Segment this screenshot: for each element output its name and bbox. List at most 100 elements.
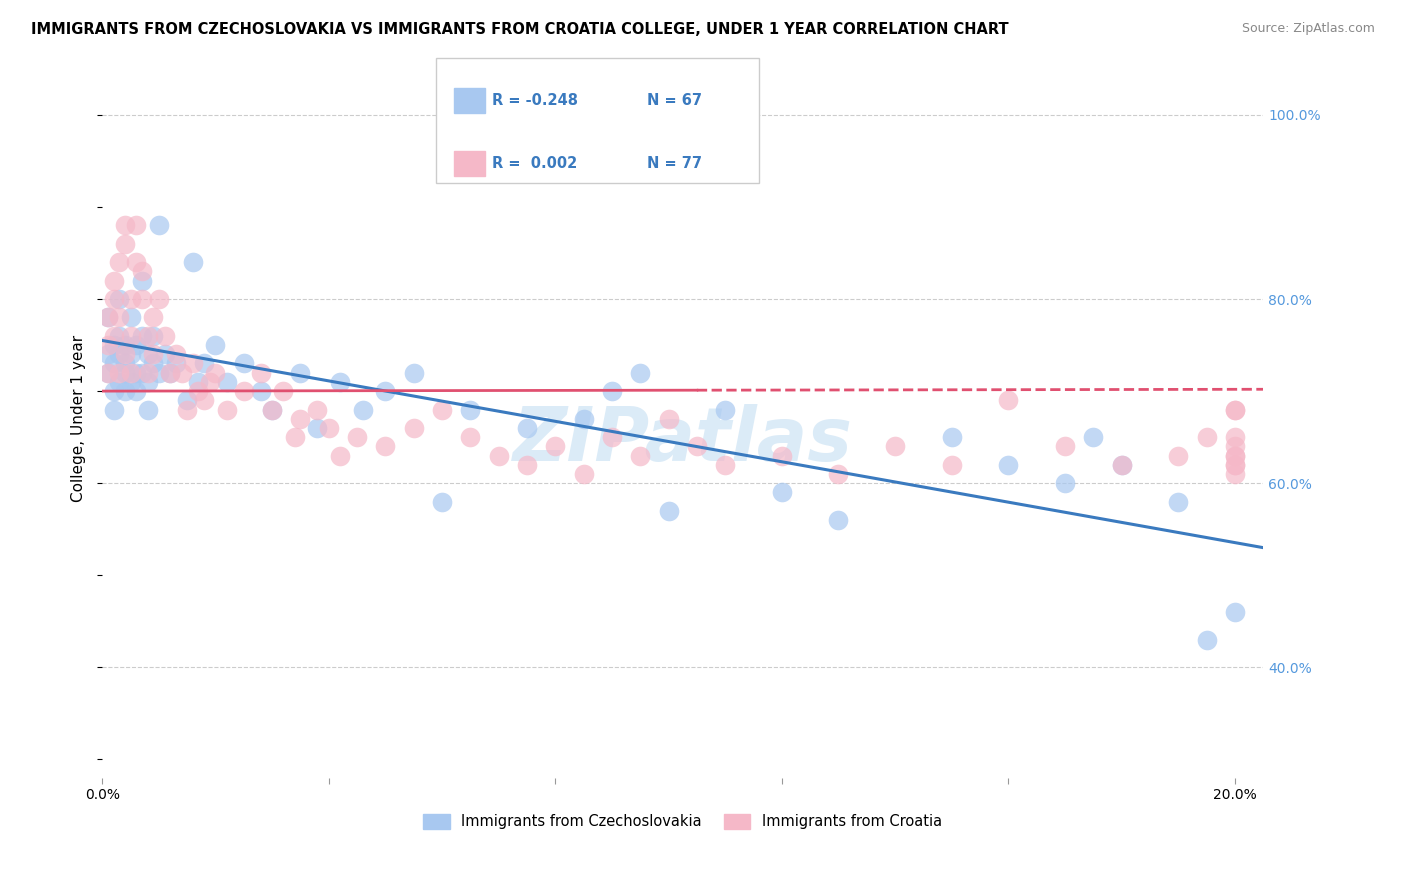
Point xyxy=(1167,449,1189,463)
Text: R = -0.248: R = -0.248 xyxy=(492,94,578,108)
Point xyxy=(572,411,595,425)
Point xyxy=(165,347,187,361)
Point xyxy=(460,402,482,417)
Point xyxy=(1053,476,1076,491)
Point xyxy=(131,292,153,306)
Point xyxy=(136,366,159,380)
Point xyxy=(97,310,120,325)
Point xyxy=(307,421,329,435)
Point xyxy=(108,366,131,380)
Text: IMMIGRANTS FROM CZECHOSLOVAKIA VS IMMIGRANTS FROM CROATIA COLLEGE, UNDER 1 YEAR : IMMIGRANTS FROM CZECHOSLOVAKIA VS IMMIGR… xyxy=(31,22,1008,37)
Point xyxy=(329,449,352,463)
Point xyxy=(125,219,148,233)
Point xyxy=(249,384,271,398)
Point xyxy=(1223,458,1246,472)
Point xyxy=(827,513,849,527)
Point xyxy=(187,375,209,389)
Point xyxy=(714,402,737,417)
Point xyxy=(142,329,165,343)
Point xyxy=(1167,494,1189,508)
Point xyxy=(1223,430,1246,444)
Point xyxy=(1111,458,1133,472)
Point xyxy=(142,310,165,325)
Point xyxy=(165,356,187,370)
Point xyxy=(827,467,849,481)
Point xyxy=(120,329,142,343)
Point xyxy=(770,485,793,500)
Point xyxy=(1111,458,1133,472)
Point xyxy=(1223,458,1246,472)
Point xyxy=(544,439,567,453)
Point xyxy=(136,329,159,343)
Point xyxy=(181,356,204,370)
Text: R =  0.002: R = 0.002 xyxy=(492,156,578,170)
Point xyxy=(114,347,136,361)
Point xyxy=(120,375,142,389)
Point xyxy=(148,219,170,233)
Point xyxy=(131,329,153,343)
Point xyxy=(262,402,284,417)
Point xyxy=(108,329,131,343)
Point xyxy=(249,366,271,380)
Point xyxy=(516,458,538,472)
Point xyxy=(108,347,131,361)
Y-axis label: College, Under 1 year: College, Under 1 year xyxy=(72,335,86,502)
Point xyxy=(273,384,295,398)
Point xyxy=(204,338,226,352)
Point xyxy=(136,347,159,361)
Point xyxy=(1223,402,1246,417)
Point xyxy=(628,366,651,380)
Point xyxy=(103,384,125,398)
Point xyxy=(97,338,120,352)
Legend: Immigrants from Czechoslovakia, Immigrants from Croatia: Immigrants from Czechoslovakia, Immigran… xyxy=(418,808,948,835)
Point xyxy=(460,430,482,444)
Point xyxy=(120,292,142,306)
Point xyxy=(997,393,1019,408)
Point xyxy=(97,366,120,380)
Point xyxy=(108,292,131,306)
Point xyxy=(170,366,193,380)
Point xyxy=(1195,430,1218,444)
Point xyxy=(1195,632,1218,647)
Point xyxy=(114,356,136,370)
Point xyxy=(686,439,709,453)
Point xyxy=(103,402,125,417)
Point xyxy=(120,366,142,380)
Point xyxy=(374,384,396,398)
Text: N = 77: N = 77 xyxy=(647,156,702,170)
Point xyxy=(658,504,681,518)
Point xyxy=(108,255,131,269)
Point xyxy=(142,347,165,361)
Text: ZIPatlas: ZIPatlas xyxy=(513,404,852,477)
Point xyxy=(176,393,198,408)
Point xyxy=(215,375,238,389)
Point xyxy=(600,430,623,444)
Point xyxy=(187,384,209,398)
Point xyxy=(290,411,312,425)
Point xyxy=(120,310,142,325)
Point xyxy=(193,393,215,408)
Point xyxy=(1223,605,1246,619)
Point xyxy=(97,310,120,325)
Point xyxy=(181,255,204,269)
Point xyxy=(103,338,125,352)
Point xyxy=(131,366,153,380)
Point xyxy=(103,356,125,370)
Point xyxy=(658,411,681,425)
Point xyxy=(125,255,148,269)
Point xyxy=(572,467,595,481)
Text: Source: ZipAtlas.com: Source: ZipAtlas.com xyxy=(1241,22,1375,36)
Point xyxy=(97,347,120,361)
Point xyxy=(430,494,453,508)
Point xyxy=(159,366,181,380)
Point xyxy=(1223,467,1246,481)
Point xyxy=(516,421,538,435)
Point xyxy=(136,402,159,417)
Point xyxy=(215,402,238,417)
Point xyxy=(114,338,136,352)
Point xyxy=(1053,439,1076,453)
Point xyxy=(714,458,737,472)
Point xyxy=(284,430,307,444)
Point xyxy=(120,347,142,361)
Text: N = 67: N = 67 xyxy=(647,94,702,108)
